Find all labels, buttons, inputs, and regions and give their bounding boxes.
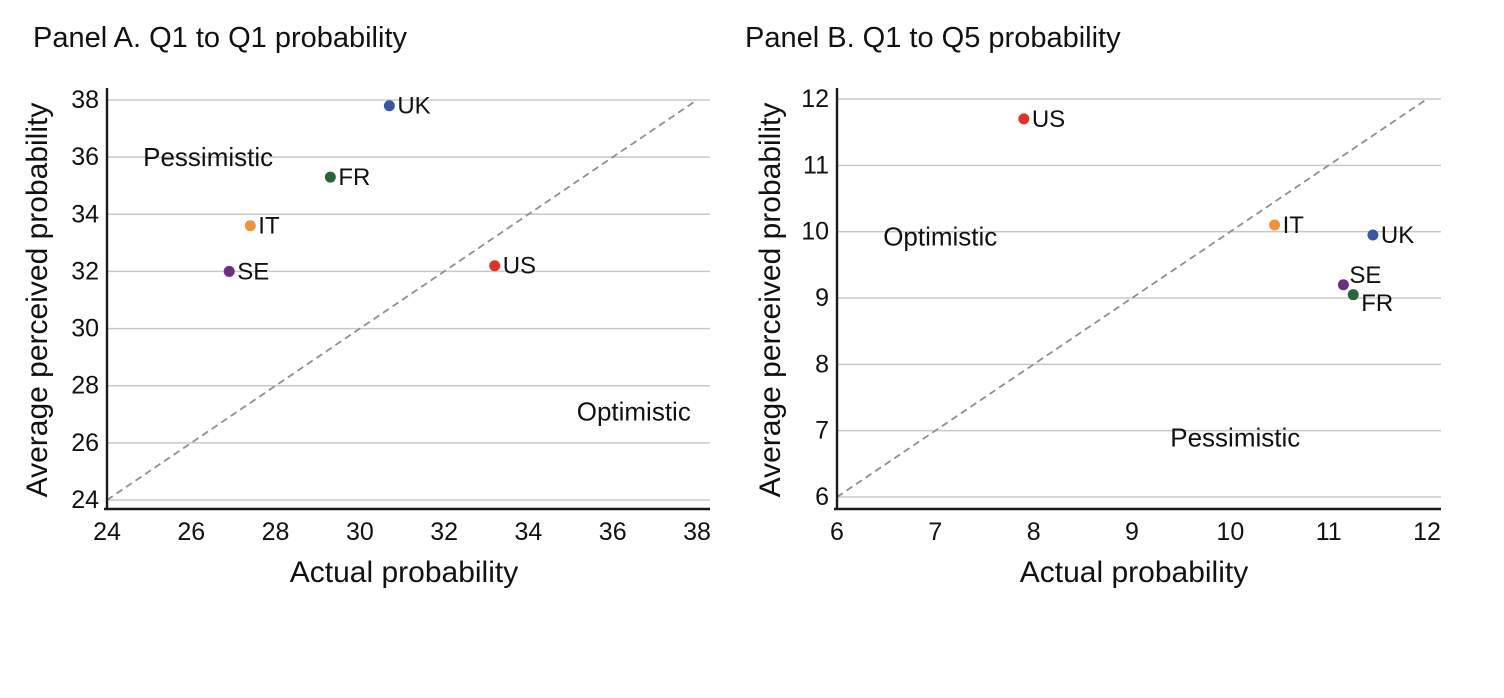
x-tick-label-7: 7 [928, 518, 942, 546]
y-tick-label-34: 34 [71, 200, 99, 228]
x-tick-label-9: 9 [1125, 518, 1139, 546]
y-tick-label-24: 24 [71, 486, 99, 514]
y-tick-label-11: 11 [803, 151, 829, 179]
x-tick-label-34: 34 [515, 518, 543, 546]
y-tick-label-6: 6 [815, 483, 829, 511]
y-tick-label-7: 7 [815, 417, 829, 445]
annotation-optimistic: Optimistic [883, 221, 997, 251]
data-point-US [1018, 113, 1030, 125]
data-point-label-SE: SE [1349, 262, 1381, 289]
y-tick-label-12: 12 [801, 85, 829, 113]
panel-b-x-axis-title: Actual probability [1019, 556, 1249, 589]
panel-b-title: Panel B. Q1 to Q5 probability [745, 22, 1121, 54]
x-tick-label-26: 26 [177, 518, 205, 546]
y-tick-label-9: 9 [815, 284, 829, 312]
annotation-pessimistic: Pessimistic [143, 142, 273, 172]
panel-a-title: Panel A. Q1 to Q1 probability [33, 22, 407, 54]
diagonal-45-degree-line [106, 99, 698, 501]
y-tick-label-38: 38 [71, 86, 99, 114]
data-point-UK [383, 100, 395, 112]
annotation-optimistic: Optimistic [577, 396, 691, 426]
y-tick-label-30: 30 [71, 315, 99, 343]
panel-a-y-axis-title: Average perceived probability [21, 102, 54, 498]
panel-b-y-axis-title: Average perceived probability [754, 102, 787, 498]
data-point-label-UK: UK [397, 93, 430, 120]
data-point-FR [324, 171, 336, 183]
y-tick-label-36: 36 [71, 143, 99, 171]
x-tick-label-11: 11 [1316, 518, 1342, 546]
y-tick-label-32: 32 [71, 257, 99, 285]
x-tick-label-6: 6 [830, 518, 844, 546]
x-tick-label-32: 32 [430, 518, 458, 546]
y-tick-label-8: 8 [815, 350, 829, 378]
data-point-SE [223, 265, 235, 277]
panel-a-x-axis-title: Actual probability [289, 556, 519, 589]
data-point-label-FR: FR [338, 164, 370, 191]
y-tick-label-10: 10 [801, 218, 829, 246]
diagonal-45-degree-line [836, 98, 1428, 498]
x-tick-label-8: 8 [1027, 518, 1041, 546]
x-tick-label-12: 12 [1413, 518, 1441, 546]
data-point-label-IT: IT [1283, 212, 1305, 239]
data-point-label-UK: UK [1381, 222, 1414, 249]
x-tick-label-36: 36 [599, 518, 627, 546]
y-tick-label-26: 26 [71, 429, 99, 457]
x-tick-label-28: 28 [262, 518, 290, 546]
annotation-pessimistic: Pessimistic [1170, 422, 1300, 452]
data-point-label-US: US [1032, 106, 1065, 133]
data-point-label-US: US [503, 253, 536, 280]
data-point-IT [1269, 219, 1281, 231]
data-point-IT [244, 220, 256, 232]
x-tick-label-10: 10 [1216, 518, 1244, 546]
data-point-US [489, 260, 501, 272]
x-tick-label-30: 30 [346, 518, 374, 546]
x-tick-label-38: 38 [683, 518, 711, 546]
data-point-SE [1337, 279, 1349, 291]
data-point-FR [1347, 289, 1359, 301]
x-tick-label-24: 24 [93, 518, 121, 546]
data-point-label-IT: IT [258, 213, 280, 240]
panel-b-plot: 6 7 8 9 10 11 12 6 7 8 9 10 11 12 Optimistic Pessimisti… [801, 85, 1441, 546]
panel-a-plot: 24 26 28 30 32 34 36 38 24 26 28 30 32 34 36 38 Pessimis… [71, 86, 711, 546]
data-point-label-SE: SE [237, 258, 269, 285]
y-tick-label-28: 28 [71, 372, 99, 400]
data-point-UK [1367, 229, 1379, 241]
data-point-label-FR: FR [1361, 290, 1393, 317]
